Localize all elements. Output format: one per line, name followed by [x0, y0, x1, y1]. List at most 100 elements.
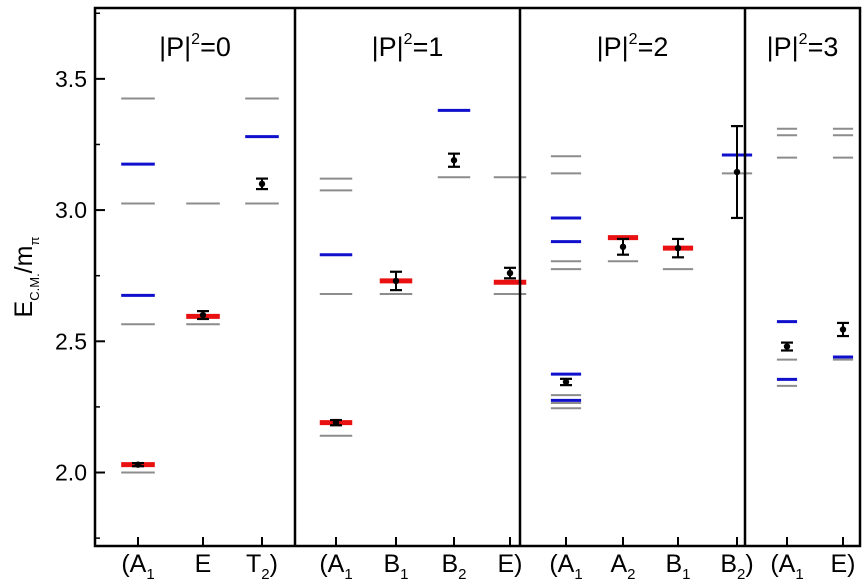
- label-main: E: [195, 550, 212, 578]
- error-bar: [390, 270, 402, 292]
- label-open: (: [770, 550, 779, 578]
- label-close: ): [745, 550, 753, 578]
- label-sub: 1: [400, 566, 408, 583]
- panel-3: |P|2=3 (A1 E): [743, 8, 856, 583]
- label-main: A: [779, 550, 796, 578]
- label-main: B: [383, 550, 400, 578]
- panel-title-pre: |P|: [159, 32, 191, 62]
- label-sub: 2: [261, 566, 269, 583]
- panel-0: |P|2=0(A1 E T2): [121, 31, 279, 583]
- error-bar: [672, 237, 684, 259]
- data-point: [619, 243, 627, 251]
- panel-title-post: =0: [200, 32, 231, 62]
- data-point: [733, 168, 741, 176]
- error-bar: [132, 461, 144, 468]
- label-close: ): [270, 550, 278, 578]
- panel-title-pre: |P|: [597, 32, 629, 62]
- column-label: B1: [665, 550, 690, 583]
- data-point: [562, 378, 570, 386]
- label-close: ): [847, 550, 855, 578]
- error-bar: [504, 266, 516, 280]
- label-main: A: [558, 550, 575, 578]
- y-axis-label-mid: /m: [10, 246, 38, 274]
- data-point: [450, 157, 458, 164]
- data-point: [674, 244, 682, 252]
- error-bar: [330, 418, 342, 427]
- panel-layer: |P|2=0(A1 E T2)|P|2=1(A1 B1 B2 E)|P|2=2(A1 A2 B…: [121, 8, 856, 583]
- label-main: T: [246, 550, 261, 578]
- panel-title-sup: 2: [191, 31, 200, 48]
- plot-frame: [93, 6, 862, 548]
- label-sub: 1: [344, 566, 352, 583]
- panel-1: |P|2=1(A1 B1 B2 E): [293, 8, 527, 583]
- panel-title-post: =1: [413, 32, 444, 62]
- column-label: (A1: [770, 550, 803, 583]
- column-label: E): [830, 550, 855, 578]
- panel-title-sup: 2: [629, 31, 638, 48]
- y-axis-label-main: E: [10, 301, 38, 318]
- label-main: B: [441, 550, 458, 578]
- error-bar: [448, 152, 460, 168]
- column-label: T2): [246, 550, 278, 583]
- label-sub: 2: [737, 566, 745, 583]
- label-sub: 1: [574, 566, 582, 583]
- label-main: A: [130, 550, 147, 578]
- data-point: [199, 311, 207, 319]
- label-main: E: [497, 550, 514, 578]
- y-tick-label: 2.5: [55, 328, 87, 354]
- error-bar: [837, 321, 849, 338]
- data-point: [332, 419, 340, 426]
- error-bar: [781, 341, 793, 352]
- panel-title: |P|2=1: [372, 31, 444, 62]
- data-point: [839, 326, 847, 333]
- panel-title: |P|2=2: [597, 31, 669, 62]
- label-sub: 1: [795, 566, 803, 583]
- column-label: B2: [441, 550, 466, 583]
- label-main: A: [328, 550, 345, 578]
- y-tick-label: 2.0: [55, 460, 87, 486]
- panel-2: |P|2=2(A1 A2 B1 B2): [518, 8, 754, 583]
- column-label: B1: [383, 550, 408, 583]
- panel-title-sup: 2: [799, 31, 808, 48]
- column-label: B2): [720, 550, 753, 583]
- panel-title: |P|2=3: [767, 31, 839, 62]
- column-label: E): [497, 550, 522, 578]
- panel-title-sup: 2: [404, 31, 413, 48]
- y-tick-label: 3.0: [55, 197, 87, 223]
- label-close: ): [514, 550, 522, 578]
- y-tick-label: 3.5: [55, 66, 87, 92]
- y-axis-label: EC.M./mπ: [10, 237, 42, 318]
- column-label: (A1: [319, 550, 352, 583]
- error-bar: [731, 124, 743, 220]
- error-bar: [617, 237, 629, 256]
- data-point: [258, 180, 266, 188]
- label-open: (: [549, 550, 558, 578]
- panel-title-post: =3: [808, 32, 839, 62]
- error-bar: [560, 377, 572, 387]
- label-main: E: [830, 550, 847, 578]
- y-axis-label-sub2: π: [27, 237, 42, 246]
- label-sub: 2: [627, 566, 635, 583]
- label-main: B: [720, 550, 737, 578]
- label-sub: 2: [458, 566, 466, 583]
- column-label: A2: [610, 550, 635, 583]
- data-point: [134, 461, 142, 468]
- panel-title-pre: |P|: [372, 32, 404, 62]
- data-point: [506, 269, 514, 277]
- panel-title-pre: |P|: [767, 32, 799, 62]
- error-bar: [197, 310, 209, 321]
- label-main: B: [665, 550, 682, 578]
- label-main: A: [610, 550, 627, 578]
- data-point: [783, 343, 791, 350]
- column-label: E: [195, 550, 212, 578]
- panel-title-post: =2: [638, 32, 669, 62]
- panel-title: |P|2=0: [159, 31, 231, 62]
- y-axis: 2.0 2.5 3.0 3.5: [55, 12, 105, 539]
- label-sub: 1: [682, 566, 690, 583]
- label-open: (: [319, 550, 328, 578]
- column-label: (A1: [549, 550, 582, 583]
- label-sub: 1: [146, 566, 154, 583]
- data-point: [392, 277, 400, 285]
- column-label: (A1: [121, 550, 154, 583]
